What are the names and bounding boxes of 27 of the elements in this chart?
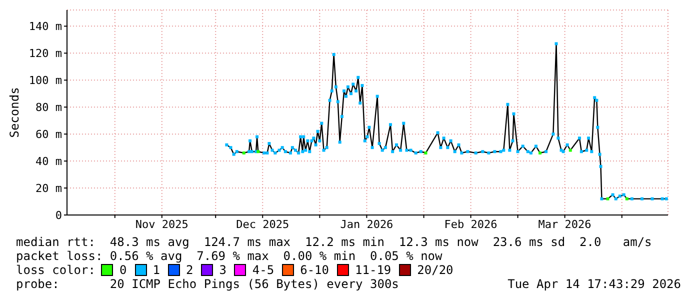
y-tick-label: 0 (55, 208, 62, 222)
legend-label: 1 (152, 263, 160, 277)
y-tick-label: 100 m (28, 74, 62, 88)
y-tick-label: 140 m (28, 20, 62, 34)
legend-label: 20/20 (417, 263, 454, 277)
text: Tue Apr 14 17:43:29 2026 (508, 277, 681, 291)
y-tick-label: 40 m (36, 154, 62, 168)
text: probe: 20 ICMP Echo Pings (56 Bytes) every 300s (16, 277, 399, 291)
x-tick-label: Dec 2025 (236, 218, 290, 231)
x-tick-label: Jan 2026 (340, 218, 394, 231)
y-tick-label: 20 m (36, 182, 62, 195)
y-tick-label: 120 m (28, 47, 62, 60)
y-tick-label: 60 m (36, 128, 62, 141)
legend-title: loss color: (16, 263, 96, 277)
legend-label: 11-19 (355, 263, 392, 277)
legend-label: 6-10 (300, 263, 330, 277)
x-tick-label: Nov 2025 (135, 218, 188, 231)
text: packet loss: 0.56 % avg 7.69 % max 0.00 % min 0.05 % now (16, 249, 444, 263)
x-tick-label: Mar 2026 (538, 218, 592, 231)
legend-label: 0 (119, 263, 127, 277)
text: median rtt: 48.3 ms avg 124.7 ms max 12.2 ms min 12.3 ms now 23.6 ms sd 2.0 am/s (16, 235, 653, 249)
legend-label: 4-5 (252, 263, 274, 277)
y-tick-label: 80 m (36, 101, 62, 114)
legend-label: 3 (219, 263, 226, 277)
x-tick-label: Feb 2026 (444, 218, 498, 231)
y-axis-title: Seconds (7, 87, 22, 138)
legend-label: 2 (186, 263, 194, 277)
